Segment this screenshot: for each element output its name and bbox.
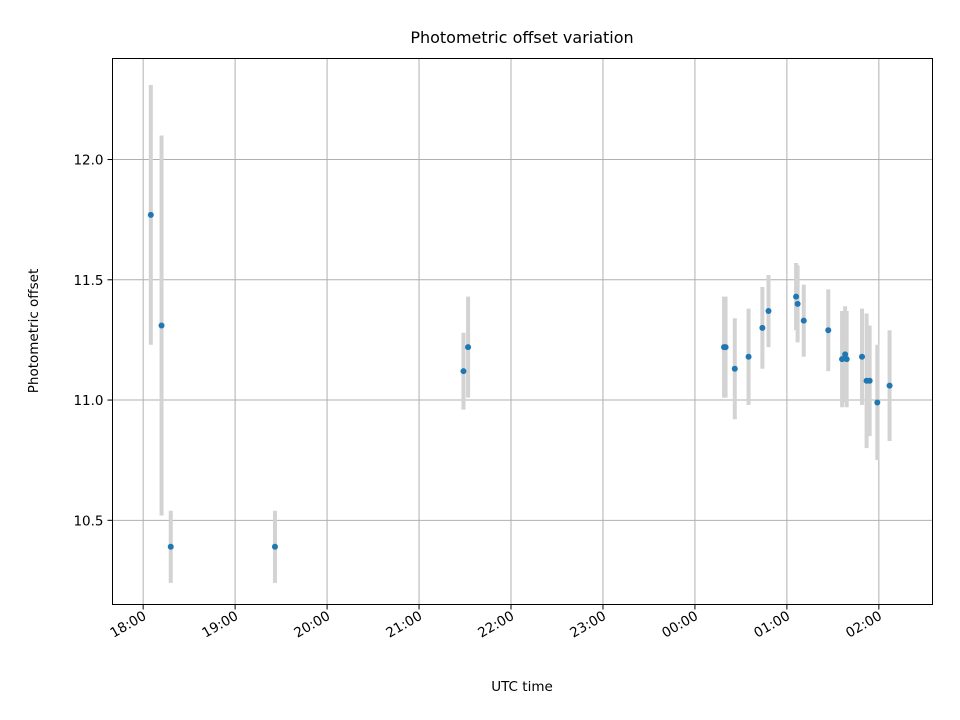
data-point bbox=[874, 399, 881, 406]
y-axis-label: Photometric offset bbox=[26, 269, 42, 393]
data-point bbox=[271, 543, 278, 550]
data-point bbox=[158, 322, 165, 329]
chart-title: Photometric offset variation bbox=[410, 28, 633, 47]
data-point bbox=[460, 368, 467, 375]
x-tick-label: 23:00 bbox=[567, 608, 609, 641]
data-point bbox=[745, 353, 752, 360]
data-point bbox=[839, 356, 846, 363]
data-point bbox=[866, 377, 873, 384]
data-point bbox=[843, 356, 850, 363]
data-point bbox=[759, 324, 766, 331]
x-tick-label: 00:00 bbox=[659, 608, 701, 641]
data-point bbox=[465, 344, 472, 351]
y-tick-label: 11.5 bbox=[73, 273, 103, 289]
data-point bbox=[825, 327, 832, 334]
x-tick-layer: 18:00 19:00 20:00 21:00 22:00 23:00 00:00 01:00… bbox=[107, 604, 885, 641]
x-tick-label: 21:00 bbox=[383, 608, 425, 641]
data-point bbox=[886, 382, 893, 389]
data-point bbox=[147, 211, 154, 218]
data-point bbox=[793, 293, 800, 300]
data-point bbox=[858, 353, 865, 360]
x-tick-label: 19:00 bbox=[199, 608, 241, 641]
y-tick-label: 11.0 bbox=[73, 393, 103, 409]
x-tick-label: 22:00 bbox=[475, 608, 517, 641]
x-tick-label: 02:00 bbox=[843, 608, 885, 641]
data-point bbox=[800, 317, 807, 324]
data-point bbox=[167, 543, 174, 550]
x-tick-label: 20:00 bbox=[291, 608, 333, 641]
x-tick-label: 01:00 bbox=[751, 608, 793, 641]
y-tick-layer: 10.5 11.0 11.5 12.0 bbox=[73, 153, 113, 529]
plot-frame bbox=[112, 58, 933, 605]
x-axis-label: UTC time bbox=[491, 679, 553, 695]
data-point bbox=[765, 308, 772, 315]
data-point bbox=[722, 344, 729, 351]
data-point bbox=[731, 365, 738, 372]
point-layer bbox=[147, 211, 893, 550]
grid-layer bbox=[112, 58, 933, 605]
data-point bbox=[842, 351, 849, 358]
data-point bbox=[794, 300, 801, 307]
y-tick-label: 12.0 bbox=[73, 153, 103, 169]
y-tick-label: 10.5 bbox=[73, 513, 103, 529]
x-tick-label: 18:00 bbox=[107, 608, 149, 641]
